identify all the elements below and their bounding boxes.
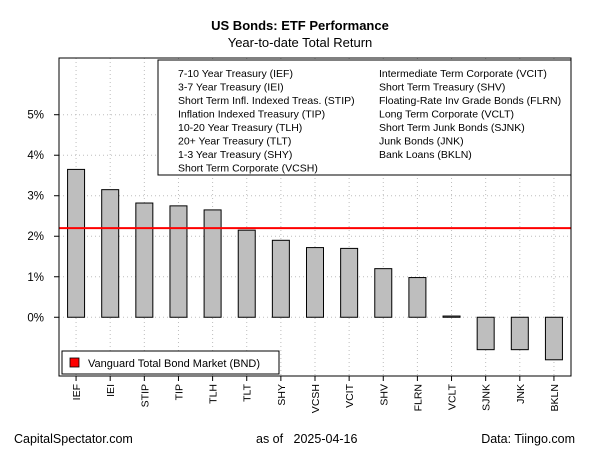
legend-box bbox=[157, 59, 572, 176]
legend-entry-10: Floating-Rate Inv Grade Bonds (FLRN) bbox=[379, 95, 561, 107]
bar-VCSH bbox=[306, 247, 324, 318]
legend-entry-2: Short Term Infl. Indexed Treas. (STIP) bbox=[178, 95, 355, 107]
chart-title: US Bonds: ETF Performance bbox=[211, 18, 389, 33]
y-tick-label-2: 2% bbox=[27, 231, 44, 243]
y-tick-label-3: 3% bbox=[27, 191, 44, 203]
bar-SHV bbox=[374, 268, 393, 318]
legend-entry-14: Bank Loans (BKLN) bbox=[379, 149, 472, 161]
x-tick-label-BKLN: BKLN bbox=[549, 384, 561, 411]
x-tick-label-IEF: IEF bbox=[71, 384, 83, 400]
bar-FLRN bbox=[408, 277, 427, 318]
x-tick-label-TIP: TIP bbox=[173, 384, 185, 400]
legend-entry-6: 1-3 Year Treasury (SHY) bbox=[178, 149, 292, 161]
bar-VCLT bbox=[442, 315, 461, 318]
legend-entry-0: 7-10 Year Treasury (IEF) bbox=[178, 68, 293, 80]
x-tick-label-STIP: STIP bbox=[139, 384, 151, 407]
x-tick-label-FLRN: FLRN bbox=[412, 384, 424, 411]
legend-entry-7: Short Term Corporate (VCSH) bbox=[178, 163, 318, 175]
legend-entry-9: Short Term Treasury (SHV) bbox=[379, 82, 505, 94]
legend-entry-13: Junk Bonds (JNK) bbox=[379, 136, 464, 148]
y-tick-label-4: 4% bbox=[27, 150, 44, 162]
legend-entry-8: Intermediate Term Corporate (VCIT) bbox=[379, 68, 547, 80]
bar-SJNK bbox=[476, 316, 495, 351]
bar-JNK bbox=[510, 316, 529, 351]
bnd-legend-label: Vanguard Total Bond Market (BND) bbox=[88, 358, 260, 370]
bar-BKLN bbox=[544, 316, 563, 361]
x-tick-label-SHV: SHV bbox=[378, 384, 390, 406]
bnd-legend-box bbox=[61, 350, 280, 375]
y-tick-label-0: 0% bbox=[27, 312, 44, 324]
legend-entry-11: Long Term Corporate (VCLT) bbox=[379, 109, 514, 121]
bar-TLH bbox=[203, 209, 222, 318]
x-tick-label-SHY: SHY bbox=[276, 384, 288, 406]
bar-IEI bbox=[101, 189, 120, 318]
x-tick-label-VCLT: VCLT bbox=[447, 383, 459, 410]
legend-entry-1: 3-7 Year Treasury (IEI) bbox=[178, 82, 284, 94]
x-tick-label-IEI: IEI bbox=[105, 384, 117, 397]
x-tick-label-VCSH: VCSH bbox=[310, 384, 322, 413]
footer-source-left: CapitalSpectator.com bbox=[14, 432, 133, 446]
legend-entry-3: Inflation Indexed Treasury (TIP) bbox=[178, 109, 325, 121]
x-tick-label-VCIT: VCIT bbox=[344, 383, 356, 408]
bar-SHY bbox=[271, 239, 290, 318]
bar-TLT bbox=[237, 229, 256, 318]
footer-source-right: Data: Tiingo.com bbox=[481, 432, 575, 446]
y-tick-label-5: 5% bbox=[27, 110, 44, 122]
bar-IEF bbox=[67, 168, 86, 318]
x-tick-label-JNK: JNK bbox=[515, 384, 527, 404]
x-tick-label-TLT: TLT bbox=[242, 383, 254, 401]
footer-date: as of 2025-04-16 bbox=[256, 432, 358, 446]
bnd-legend-swatch bbox=[69, 357, 80, 368]
bar-TIP bbox=[169, 205, 188, 318]
legend-entry-12: Short Term Junk Bonds (SJNK) bbox=[379, 122, 525, 134]
x-tick-label-SJNK: SJNK bbox=[481, 384, 493, 411]
legend-entry-4: 10-20 Year Treasury (TLH) bbox=[178, 122, 302, 134]
bar-VCIT bbox=[340, 247, 359, 318]
x-tick-label-TLH: TLH bbox=[208, 384, 220, 404]
y-tick-label-1: 1% bbox=[27, 272, 44, 284]
chart-subtitle: Year-to-date Total Return bbox=[227, 35, 373, 50]
legend-entry-5: 20+ Year Treasury (TLT) bbox=[178, 136, 291, 148]
bar-STIP bbox=[135, 202, 154, 318]
